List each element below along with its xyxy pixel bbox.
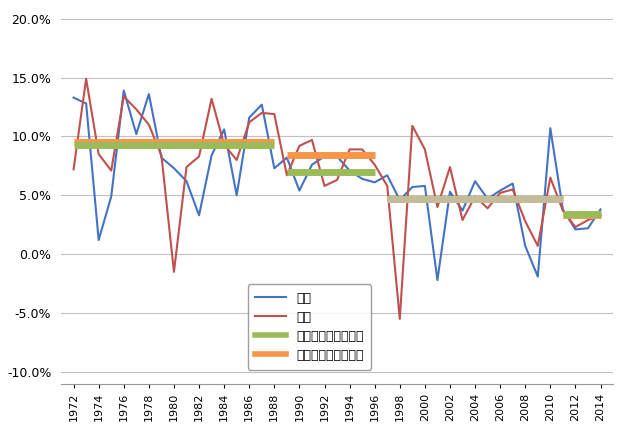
Legend: 台湾, 韓国, 平均成長率（台湾）, 平均成長率（韓国）: 台湾, 韓国, 平均成長率（台湾）, 平均成長率（韓国） [247, 284, 371, 370]
